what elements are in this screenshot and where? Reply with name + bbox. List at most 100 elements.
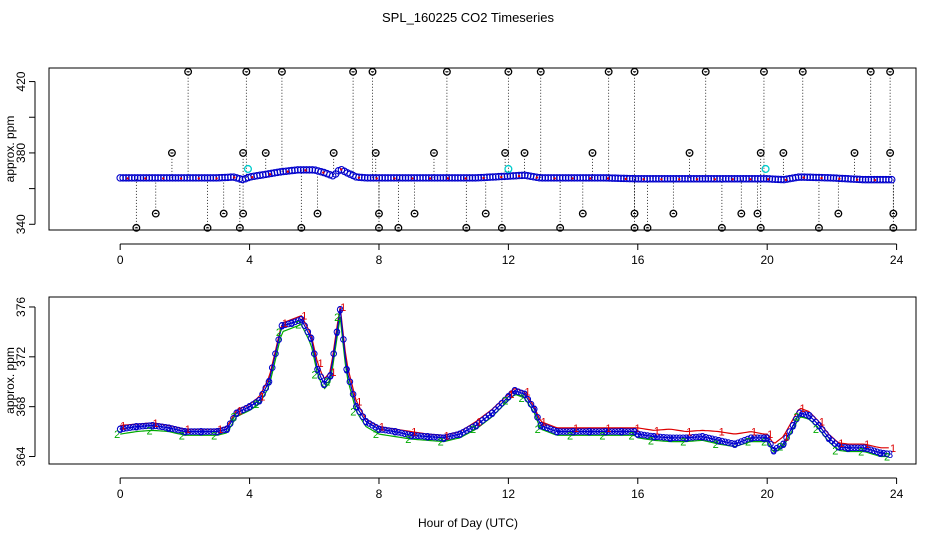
series-1-marker-label: 1 bbox=[686, 427, 692, 439]
series-3-point bbox=[877, 449, 884, 457]
series-3-point bbox=[757, 434, 765, 442]
series-3-point bbox=[437, 434, 444, 441]
baseline-red-dot bbox=[250, 176, 254, 179]
series-3-point bbox=[388, 427, 396, 435]
flag-high-marker bbox=[604, 67, 613, 76]
baseline-red-dot bbox=[695, 178, 699, 181]
series-1-marker-label: 1 bbox=[476, 417, 482, 429]
series-3-point bbox=[162, 424, 169, 431]
series-2-marker-label: 2 bbox=[253, 399, 259, 411]
flag-high-marker bbox=[442, 67, 451, 76]
baseline-red-dot bbox=[393, 177, 396, 180]
series-3-point bbox=[540, 423, 548, 430]
series-3-point bbox=[404, 431, 412, 438]
top-x-tick-label: 8 bbox=[376, 253, 383, 267]
series-2-marker-label: 2 bbox=[311, 369, 317, 381]
series-3-point bbox=[592, 428, 600, 435]
series-2-marker-label: 2 bbox=[373, 429, 379, 441]
series-2-marker-label: 2 bbox=[405, 434, 411, 446]
series-3-point bbox=[634, 430, 642, 438]
baseline-point bbox=[360, 174, 369, 182]
flag-high-marker bbox=[886, 67, 895, 76]
series-1-marker-label: 1 bbox=[444, 430, 450, 442]
series-3-point bbox=[126, 424, 134, 431]
series-3-marker-label: 3 bbox=[392, 427, 398, 439]
baseline-point bbox=[459, 174, 468, 182]
series-3-point bbox=[252, 399, 260, 406]
series-2-marker-label: 2 bbox=[567, 430, 573, 442]
series-3-point bbox=[408, 432, 415, 439]
series-3-marker-label: 3 bbox=[845, 443, 851, 455]
series-3-point bbox=[243, 404, 250, 412]
flag-mid-high-marker bbox=[261, 148, 270, 157]
baseline-point bbox=[759, 175, 768, 183]
series-3-marker-label: 3 bbox=[877, 448, 883, 460]
series-3-point bbox=[595, 428, 603, 435]
baseline-point bbox=[515, 171, 523, 180]
baseline-point bbox=[588, 174, 596, 182]
top-y-tick-label: 340 bbox=[14, 214, 28, 234]
flag-high-marker bbox=[630, 67, 639, 76]
baseline-point bbox=[462, 174, 471, 182]
baseline-point bbox=[183, 174, 191, 182]
flag-high-marker bbox=[368, 67, 377, 76]
baseline-point bbox=[200, 174, 209, 182]
series-3-marker-label: 3 bbox=[512, 385, 518, 397]
series-1-marker-label: 1 bbox=[259, 392, 265, 404]
bottom-y-tick-label: 376 bbox=[14, 297, 28, 317]
baseline-point bbox=[733, 175, 742, 183]
series-3-point bbox=[401, 430, 409, 438]
baseline-point bbox=[826, 174, 835, 182]
series-1-marker-label: 1 bbox=[282, 318, 288, 330]
series-3-marker-label: 3 bbox=[457, 429, 463, 441]
series-1-marker-label: 1 bbox=[751, 427, 757, 439]
series-3-marker-label: 3 bbox=[279, 321, 285, 333]
series-1-marker-label: 1 bbox=[541, 417, 547, 429]
flag-low-marker bbox=[203, 223, 212, 232]
series-3-point bbox=[424, 433, 431, 440]
baseline-point bbox=[398, 174, 407, 182]
series-3-point bbox=[647, 432, 655, 440]
baseline-point bbox=[698, 175, 707, 183]
baseline-red-dot bbox=[802, 176, 805, 179]
series-3-point bbox=[653, 433, 661, 441]
series-3-point bbox=[450, 432, 457, 439]
series-3-marker-label: 3 bbox=[764, 433, 770, 445]
baseline-point bbox=[471, 174, 480, 182]
baseline-red-dot bbox=[233, 176, 236, 179]
series-3-point bbox=[854, 444, 862, 452]
baseline-point bbox=[663, 175, 672, 183]
series-3-point bbox=[679, 434, 687, 442]
flag-mid-high-marker bbox=[779, 148, 788, 157]
baseline-point bbox=[853, 175, 861, 184]
series-3-point bbox=[294, 317, 302, 324]
series-3-point bbox=[155, 423, 163, 430]
series-3-point bbox=[864, 445, 871, 453]
series-3-marker-label: 3 bbox=[699, 432, 705, 444]
baseline-point bbox=[756, 175, 765, 183]
baseline-point bbox=[876, 175, 884, 184]
series-3-point bbox=[860, 444, 868, 452]
series-3-point bbox=[288, 319, 295, 327]
baseline-point bbox=[596, 174, 605, 182]
bottom-x-tick-label: 8 bbox=[376, 487, 383, 501]
top-y-axis-label: approx. ppm bbox=[3, 116, 17, 183]
baseline-point bbox=[829, 174, 838, 182]
series-3-point bbox=[446, 433, 454, 440]
flag-mid-low-marker bbox=[219, 209, 228, 218]
series-2-marker-label: 2 bbox=[777, 442, 783, 454]
series-3-point bbox=[194, 428, 202, 435]
series-3-marker-label: 3 bbox=[586, 427, 592, 439]
series-1-marker-label: 1 bbox=[767, 429, 773, 441]
flag-low-marker bbox=[394, 223, 403, 232]
baseline-point bbox=[620, 174, 628, 183]
flag-mid-high-marker bbox=[850, 148, 859, 157]
series-3-point bbox=[566, 428, 574, 435]
series-3-point bbox=[369, 422, 376, 429]
series-3-point bbox=[773, 444, 781, 452]
baseline-point bbox=[611, 174, 619, 182]
flag-mid-low-marker bbox=[410, 209, 419, 218]
baseline-point bbox=[640, 175, 649, 183]
series-3-point bbox=[385, 427, 392, 434]
flag-mid-high-marker bbox=[756, 148, 765, 157]
